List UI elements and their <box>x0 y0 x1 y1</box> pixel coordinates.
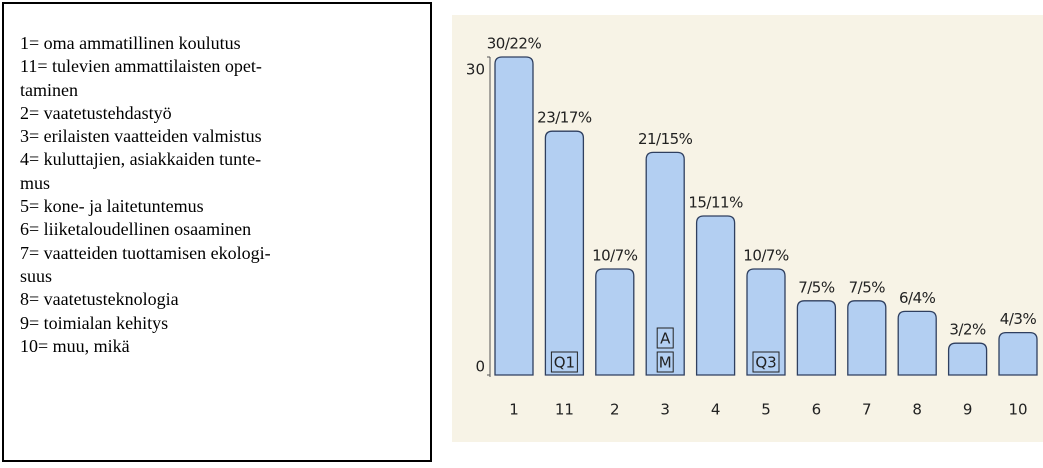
x-tick-label: 10 <box>1008 401 1027 419</box>
annotation: A <box>660 330 671 348</box>
legend-line: 2= vaatetustehdastyö <box>20 102 172 123</box>
x-tick-label: 6 <box>812 401 822 419</box>
bar <box>595 268 635 376</box>
bar <box>544 130 585 376</box>
bar <box>695 215 736 376</box>
legend-line: 11= tulevien ammattilaisten opet- <box>20 56 262 77</box>
value-label: 30/22% <box>487 35 542 53</box>
legend-line: suus <box>20 265 53 286</box>
legend-box: 1= oma ammatillinen koulutus 11= tulevien… <box>2 2 432 462</box>
legend-line: taminen <box>20 79 78 100</box>
x-tick-label: 11 <box>555 401 574 419</box>
legend-line: 8= vaatetusteknologia <box>20 289 179 310</box>
value-label: 10/7% <box>592 247 638 265</box>
value-label: 15/11% <box>688 194 743 212</box>
annotation-box <box>752 351 780 373</box>
annotation-box <box>656 351 674 373</box>
legend-line: 3= erilaisten vaatteiden valmistus <box>20 126 262 147</box>
x-tick-label: 8 <box>912 401 922 419</box>
value-label: 10/7% <box>743 247 789 265</box>
value-label: 23/17% <box>537 109 592 127</box>
bar <box>746 268 786 376</box>
bar <box>897 310 937 376</box>
bar <box>947 342 988 376</box>
legend-line: 10= muu, mikä <box>20 335 130 356</box>
legend-line: 4= kuluttajien, asiakkaiden tunte- <box>20 149 262 170</box>
legend-line: 7= vaatteiden tuottamisen ekologi- <box>20 242 271 263</box>
value-label: 3/2% <box>949 321 986 339</box>
annotation: M <box>659 354 672 372</box>
annotation-box <box>550 351 578 373</box>
annotation-box <box>656 327 674 349</box>
x-tick-label: 2 <box>610 401 620 419</box>
plot-background <box>452 15 1043 442</box>
bar <box>998 331 1038 376</box>
legend-line: 1= oma ammatillinen koulutus <box>20 33 241 53</box>
y-tick-label: 0 <box>475 358 485 376</box>
legend-line: 9= toimialan kehitys <box>20 312 169 333</box>
x-tick-label: 7 <box>862 401 872 419</box>
legend-line: mus <box>20 172 51 193</box>
annotation: Q1 <box>554 354 575 372</box>
x-tick-label: 5 <box>761 401 771 419</box>
bar <box>847 300 887 376</box>
x-tick-label: 9 <box>963 401 973 419</box>
value-label: 4/3% <box>1000 310 1037 328</box>
bar <box>494 56 534 376</box>
x-tick-label: 3 <box>660 401 670 419</box>
value-label: 21/15% <box>638 130 693 148</box>
bar <box>645 151 685 376</box>
bar <box>796 300 837 376</box>
value-label: 7/5% <box>849 278 886 296</box>
value-label: 7/5% <box>798 278 835 296</box>
x-tick-label: 4 <box>711 401 721 419</box>
legend-line: 5= kone- ja laitetuntemus <box>20 196 204 217</box>
y-tick-label: 30 <box>466 61 485 79</box>
x-tick-label: 1 <box>509 401 519 419</box>
annotation: Q3 <box>755 354 776 372</box>
value-label: 6/4% <box>899 289 936 307</box>
legend-line: 6= liiketaloudellinen osaaminen <box>20 219 252 240</box>
